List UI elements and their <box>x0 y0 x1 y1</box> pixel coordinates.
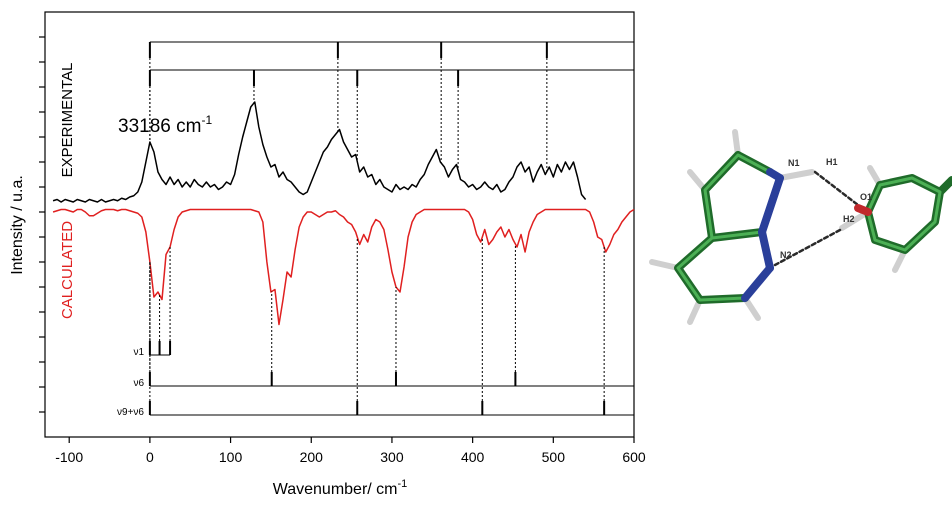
atom-label: H2 <box>843 214 855 224</box>
legend-label: EXPERIMENTAL <box>59 63 76 178</box>
figure: N1 H1 O1 H2 N2 -100 0 100 200 300 400 500 600 Wavenu… <box>0 0 952 503</box>
atom-label: N2 <box>780 250 792 260</box>
legend-label: CALCULATED <box>59 221 76 319</box>
plot-frame <box>45 12 634 437</box>
atom-label: N1 <box>788 158 800 168</box>
x-tick-label: 300 <box>380 449 404 465</box>
x-tick-label: 400 <box>461 449 485 465</box>
atom-label: O1 <box>860 192 872 202</box>
annotation-text: 33186 cm <box>118 116 201 137</box>
progression-label: ν1 <box>133 347 144 358</box>
progression-label: ν6 <box>133 378 144 389</box>
progression-label: ν9+ν6 <box>117 407 144 418</box>
molecule: N1 H1 O1 H2 N2 <box>652 132 952 322</box>
annotation-sup: -1 <box>201 113 212 127</box>
x-axis-label-sup: -1 <box>398 478 408 490</box>
x-axis-label: Wavenumber/ cm-1 <box>273 478 408 498</box>
x-tick-label: 500 <box>542 449 566 465</box>
y-axis-label: Intensity / u.a. <box>9 175 26 275</box>
x-axis-label-text: Wavenumber/ cm <box>273 481 398 498</box>
x-tick-label: 600 <box>622 449 646 465</box>
page: N1 H1 O1 H2 N2 -100 0 100 200 300 400 500 600 Wavenu… <box>0 0 952 503</box>
x-tick-label: 100 <box>219 449 243 465</box>
x-tick-label: 0 <box>146 449 154 465</box>
x-tick-label: -100 <box>55 449 83 465</box>
hetero-bonds <box>745 172 868 298</box>
annotation: 33186 cm-1 <box>118 113 212 137</box>
atom-label: H1 <box>826 157 838 167</box>
series-line <box>53 210 634 325</box>
x-tick-label: 200 <box>300 449 324 465</box>
hydrogen-bonds <box>652 132 905 322</box>
